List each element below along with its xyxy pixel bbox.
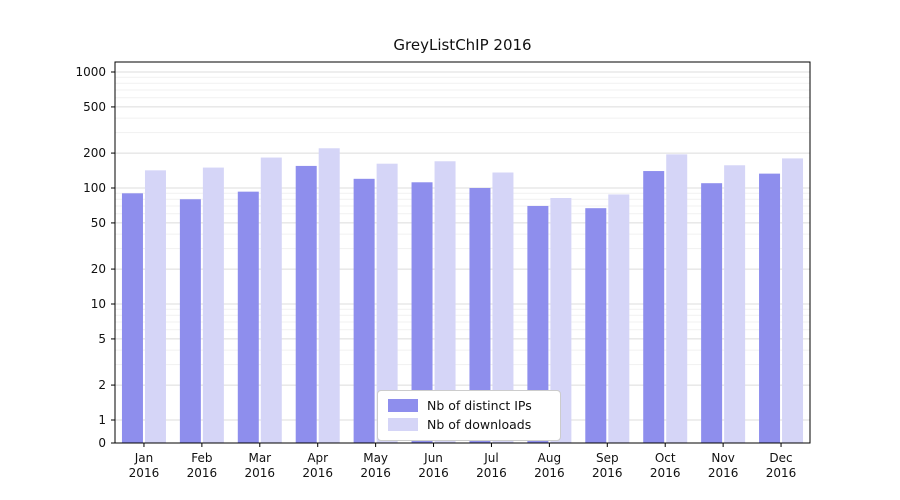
x-tick-label-year: 2016 bbox=[650, 466, 681, 480]
y-tick-label: 5 bbox=[98, 332, 106, 346]
legend: Nb of distinct IPs Nb of downloads bbox=[377, 390, 561, 441]
bar-distinct-ips-oct bbox=[643, 171, 665, 444]
legend-label-downloads: Nb of downloads bbox=[427, 417, 532, 432]
x-tick-label-month: Dec bbox=[769, 451, 792, 465]
y-tick-label: 50 bbox=[91, 216, 106, 230]
x-tick-label-year: 2016 bbox=[592, 466, 623, 480]
bar-downloads-dec bbox=[782, 158, 804, 444]
bar-distinct-ips-may bbox=[353, 178, 375, 443]
bar-downloads-jan bbox=[144, 170, 166, 444]
y-tick-label: 100 bbox=[83, 181, 106, 195]
bar-distinct-ips-apr bbox=[295, 165, 317, 444]
y-tick-label: 1 bbox=[98, 413, 106, 427]
bar-downloads-nov bbox=[724, 165, 746, 443]
bar-downloads-feb bbox=[202, 167, 224, 443]
y-tick-label: 500 bbox=[83, 100, 106, 114]
bar-downloads-apr bbox=[318, 148, 340, 443]
bar-distinct-ips-mar bbox=[237, 191, 259, 443]
legend-label-distinct-ips: Nb of distinct IPs bbox=[427, 398, 532, 413]
x-tick-label-month: Sep bbox=[596, 451, 619, 465]
y-tick-label: 2 bbox=[98, 378, 106, 392]
bar-downloads-aug bbox=[550, 197, 572, 443]
legend-swatch-downloads bbox=[388, 418, 418, 431]
x-tick-label-year: 2016 bbox=[418, 466, 449, 480]
y-tick-label: 10 bbox=[91, 297, 106, 311]
bar-distinct-ips-aug bbox=[527, 205, 549, 443]
bar-downloads-mar bbox=[260, 157, 282, 444]
x-tick-label-year: 2016 bbox=[302, 466, 333, 480]
bar-distinct-ips-feb bbox=[179, 199, 201, 443]
bar-distinct-ips-jan bbox=[121, 193, 143, 443]
bar-downloads-sep bbox=[608, 194, 630, 443]
x-tick-label-year: 2016 bbox=[766, 466, 797, 480]
x-tick-label-year: 2016 bbox=[245, 466, 276, 480]
bar-distinct-ips-jul bbox=[469, 188, 491, 443]
bar-downloads-jun bbox=[434, 161, 456, 443]
legend-item-downloads: Nb of downloads bbox=[388, 415, 550, 434]
bar-distinct-ips-sep bbox=[585, 208, 607, 443]
x-tick-label-year: 2016 bbox=[708, 466, 739, 480]
x-tick-label-month: Jun bbox=[423, 451, 443, 465]
bar-distinct-ips-dec bbox=[759, 173, 781, 443]
y-tick-label: 20 bbox=[91, 262, 106, 276]
x-tick-label-month: Jan bbox=[134, 451, 154, 465]
x-tick-label-year: 2016 bbox=[187, 466, 218, 480]
bar-downloads-jul bbox=[492, 172, 514, 443]
x-tick-label-year: 2016 bbox=[360, 466, 391, 480]
y-tick-label: 200 bbox=[83, 146, 106, 160]
chart-title: GreyListChIP 2016 bbox=[393, 36, 532, 54]
bar-downloads-oct bbox=[666, 154, 688, 443]
x-tick-label-month: Feb bbox=[191, 451, 212, 465]
legend-swatch-distinct-ips bbox=[388, 399, 418, 412]
x-tick-label-month: May bbox=[363, 451, 388, 465]
plot-frame bbox=[114, 61, 811, 444]
x-tick-label-month: Aug bbox=[538, 451, 561, 465]
x-tick-label-month: Jul bbox=[483, 451, 498, 465]
bar-distinct-ips-nov bbox=[701, 183, 723, 443]
x-tick-label-month: Apr bbox=[307, 451, 328, 465]
x-tick-label-month: Mar bbox=[248, 451, 271, 465]
x-tick-label-month: Oct bbox=[655, 451, 676, 465]
x-tick-label-month: Nov bbox=[711, 451, 734, 465]
x-tick-label-year: 2016 bbox=[534, 466, 565, 480]
y-tick-label: 1000 bbox=[75, 65, 106, 79]
x-tick-label-year: 2016 bbox=[476, 466, 507, 480]
x-tick-label-year: 2016 bbox=[129, 466, 160, 480]
legend-item-distinct-ips: Nb of distinct IPs bbox=[388, 396, 550, 415]
bar-downloads-may bbox=[376, 163, 398, 443]
bar-distinct-ips-jun bbox=[411, 182, 433, 443]
y-tick-label: 0 bbox=[98, 436, 106, 450]
